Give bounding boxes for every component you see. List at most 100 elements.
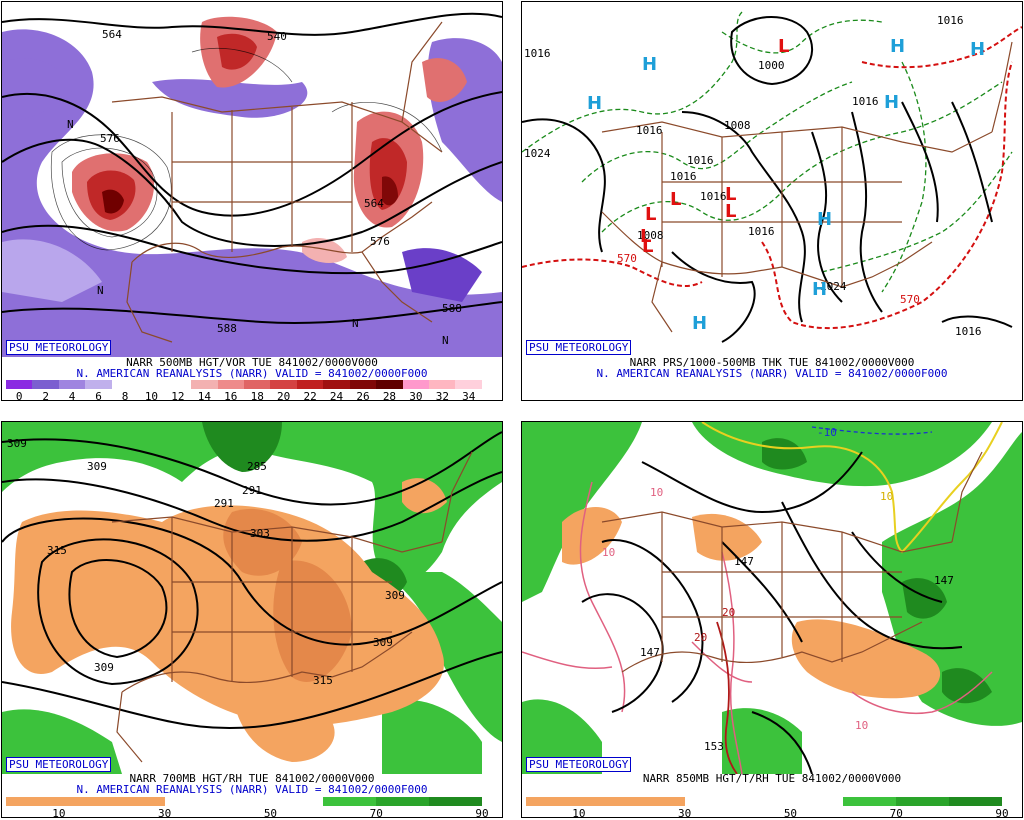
colorbar-segment (323, 380, 350, 389)
colorbar-segment (296, 380, 324, 389)
svg-text:315: 315 (313, 674, 333, 687)
vorticity-colorbar (6, 380, 482, 389)
svg-text:1016: 1016 (636, 124, 663, 137)
svg-text:H: H (970, 39, 985, 60)
svg-text:N: N (97, 284, 104, 297)
svg-text:H: H (817, 209, 832, 230)
svg-text:L: L (642, 236, 653, 257)
caption-line1: NARR 850MB HGT/T/RH TUE 841002/0000V000 (642, 772, 902, 785)
svg-text:309: 309 (87, 460, 107, 473)
svg-text:576: 576 (100, 132, 120, 145)
colorbar-tick-label: 30 (409, 390, 423, 403)
colorbar-tick-label: 90 (475, 807, 489, 820)
svg-text:309: 309 (94, 661, 114, 674)
svg-text:588: 588 (442, 302, 462, 315)
vorticity-colorbar-ticks: 0 2 4 6 8 10 12 14 16 18 20 22 24 26 28 30 32 34 (6, 390, 482, 403)
svg-text:1016: 1016 (955, 325, 982, 338)
svg-text:H: H (884, 92, 899, 113)
svg-text:N: N (442, 334, 449, 347)
svg-text:309: 309 (385, 589, 405, 602)
svg-text:147: 147 (640, 646, 660, 659)
colorbar-tick-label: 30 (158, 807, 172, 820)
svg-text:20: 20 (694, 631, 707, 644)
svg-text:H: H (890, 36, 905, 57)
colorbar-tick-label: 24 (329, 390, 344, 403)
colorbar-tick-label: 26 (356, 390, 370, 403)
svg-text:1008: 1008 (637, 229, 664, 242)
svg-text:L: L (640, 226, 651, 247)
colorbar-tick-label: 2 (42, 390, 49, 403)
map-pressure: 1016 1016 1024 1000 1008 1016 1016 1016 … (522, 2, 1022, 357)
svg-text:147: 147 (934, 574, 954, 587)
svg-text:H: H (642, 54, 657, 75)
svg-text:10: 10 (602, 546, 615, 559)
colorbar-tick-label: 28 (382, 390, 397, 403)
svg-text:570: 570 (617, 252, 637, 265)
colorbar-segment (349, 380, 377, 389)
svg-text:309: 309 (7, 437, 27, 450)
colorbar-segment (217, 797, 271, 806)
svg-text:291: 291 (214, 497, 234, 510)
panel-pressure-thickness: 1016 1016 1024 1000 1008 1016 1016 1016 … (521, 1, 1023, 401)
svg-text:291: 291 (242, 484, 262, 497)
colorbar-segment (684, 797, 738, 806)
svg-text:N: N (352, 317, 359, 330)
svg-text:147: 147 (734, 555, 754, 568)
svg-text:1016: 1016 (700, 190, 727, 203)
svg-text:588: 588 (217, 322, 237, 335)
svg-text:L: L (778, 36, 789, 57)
colorbar-segment (402, 380, 429, 389)
colorbar-tick-label: 34 (462, 390, 476, 403)
colorbar-segment (843, 797, 897, 806)
colorbar-tick-label: 16 (224, 390, 238, 403)
svg-text:N: N (67, 118, 74, 131)
colorbar-segment (455, 380, 482, 389)
svg-text:L: L (645, 204, 656, 225)
psu-badge: PSU METEOROLOGY (526, 340, 632, 355)
panel-700mb-height-rh: 309 309 315 285 291 291 303 309 309 309 … (1, 421, 503, 820)
colorbar-tick-label: 90 (995, 807, 1009, 820)
colorbar-segment (737, 797, 791, 806)
colorbar-segment (578, 797, 632, 806)
colorbar-tick-label: 8 (121, 390, 129, 403)
panel-500mb-height-vorticity: 564 540 576 564 576 588 588 N N N N PSU … (1, 1, 503, 403)
colorbar-tick-label: 6 (95, 390, 102, 403)
psu-badge: PSU METEOROLOGY (6, 340, 112, 355)
colorbar-tick-label: 10 (144, 390, 159, 403)
colorbar-tick-label: 20 (277, 390, 291, 403)
colorbar-segment (376, 797, 429, 806)
colorbar-segment (631, 797, 685, 806)
rh-colorbar-ticks: 10 30 50 70 90 (526, 807, 1008, 820)
colorbar-segment (376, 380, 403, 389)
caption-line1: NARR 700MB HGT/RH TUE 841002/0000V000 (129, 772, 375, 785)
colorbar-tick-label: 50 (263, 807, 278, 820)
svg-text:10: 10 (650, 486, 663, 499)
colorbar-segment (323, 797, 377, 806)
svg-text:L: L (725, 201, 736, 222)
svg-text:1016: 1016 (852, 95, 879, 108)
colorbar-tick-label: 0 (15, 390, 23, 403)
colorbar-segment (6, 797, 59, 806)
svg-text:1008: 1008 (724, 119, 751, 132)
colorbar-segment (243, 380, 271, 389)
colorbar-segment (111, 797, 165, 806)
colorbar-tick-label: 22 (303, 390, 317, 403)
colorbar-tick-label: 4 (68, 390, 76, 403)
svg-text:1016: 1016 (670, 170, 697, 183)
svg-text:H: H (812, 279, 827, 300)
svg-text:L: L (725, 184, 736, 205)
svg-text:315: 315 (47, 544, 67, 557)
colorbar-segment (32, 380, 59, 389)
panel-850mb-height-temp-rh: -10 10 10 10 20 20 147 147 147 153 10 PS… (521, 421, 1023, 820)
svg-text:1000: 1000 (758, 59, 785, 72)
svg-text:570: 570 (900, 293, 920, 306)
svg-text:H: H (692, 313, 707, 334)
rh-colorbar (6, 797, 482, 806)
colorbar-segment (217, 380, 244, 389)
caption-line2: N. AMERICAN REANALYSIS (NARR) VALID = 84… (76, 783, 428, 796)
psu-badge: PSU METEOROLOGY (526, 757, 632, 772)
map-500mb: 564 540 576 564 576 588 588 N N N N (2, 2, 502, 357)
map-850mb: -10 10 10 10 20 20 147 147 147 153 10 (522, 422, 1022, 774)
svg-text:1024: 1024 (524, 147, 551, 160)
svg-text:303: 303 (250, 527, 270, 540)
